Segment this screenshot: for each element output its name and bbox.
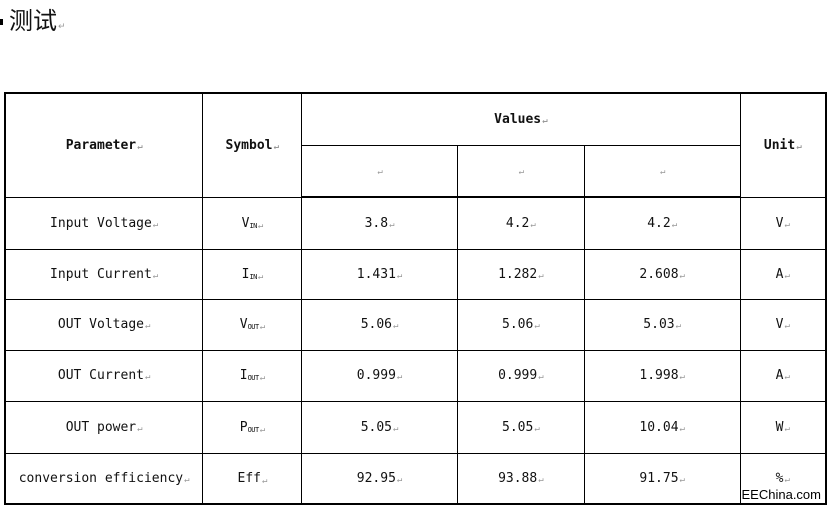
symbol-cell: Eff: [202, 452, 303, 505]
header-unit: Unit: [739, 92, 827, 198]
symbol-cell: IIN: [202, 248, 303, 300]
header-values: Values: [301, 92, 741, 146]
value-cell: 92.95: [301, 452, 458, 505]
section-title: 测试: [0, 6, 66, 42]
value-cell: 2.608: [583, 248, 741, 300]
value-cell: 1.282: [456, 248, 585, 300]
header-symbol: Symbol: [202, 92, 303, 198]
symbol-cell: VIN: [202, 196, 303, 250]
value-cell: 10.04: [583, 400, 741, 454]
value-cell: 5.05: [456, 400, 585, 454]
symbol-cell: IOUT: [202, 349, 303, 402]
table-row: OUT VoltageVOUT5.065.065.03V: [4, 298, 827, 351]
value-cell: 1.431: [301, 248, 458, 300]
unit-cell: A: [739, 248, 827, 300]
watermark: EEChina.com: [741, 487, 821, 502]
subheader-empty: [583, 144, 741, 198]
parameter-cell: OUT Voltage: [4, 298, 204, 351]
value-cell: 5.06: [456, 298, 585, 351]
parameter-cell: OUT power: [4, 400, 204, 454]
table-row: OUT CurrentIOUT0.9990.9991.998A: [4, 349, 827, 402]
unit-cell: V: [739, 298, 827, 351]
table-row: OUT powerPOUT5.055.0510.04W: [4, 400, 827, 454]
subheader-empty: [456, 144, 585, 198]
value-cell: 3.8: [301, 196, 458, 250]
parameter-cell: Input Current: [4, 248, 204, 300]
table-row: Input CurrentIIN1.4311.2822.608A: [4, 248, 827, 300]
value-cell: 0.999: [456, 349, 585, 402]
header-parameter: Parameter: [4, 92, 204, 198]
symbol-cell: VOUT: [202, 298, 303, 351]
value-cell: 5.03: [583, 298, 741, 351]
value-cell: 5.05: [301, 400, 458, 454]
bullet: [0, 19, 3, 25]
test-results-table: Parameter Symbol Values Unit Input Volta…: [4, 92, 827, 505]
table-row: conversion efficiencyEff92.9593.8891.75%: [4, 452, 827, 505]
value-cell: 4.2: [456, 196, 585, 250]
unit-cell: V: [739, 196, 827, 250]
value-cell: 91.75: [583, 452, 741, 505]
unit-cell: A: [739, 349, 827, 402]
value-cell: 5.06: [301, 298, 458, 351]
unit-cell: W: [739, 400, 827, 454]
parameter-cell: conversion efficiency: [4, 452, 204, 505]
symbol-cell: POUT: [202, 400, 303, 454]
parameter-cell: OUT Current: [4, 349, 204, 402]
title-text: 测试: [9, 7, 66, 35]
subheader-empty: [301, 144, 458, 198]
value-cell: 1.998: [583, 349, 741, 402]
value-cell: 4.2: [583, 196, 741, 250]
value-cell: 0.999: [301, 349, 458, 402]
table-row: Input VoltageVIN3.84.24.2V: [4, 196, 827, 250]
value-cell: 93.88: [456, 452, 585, 505]
parameter-cell: Input Voltage: [4, 196, 204, 250]
